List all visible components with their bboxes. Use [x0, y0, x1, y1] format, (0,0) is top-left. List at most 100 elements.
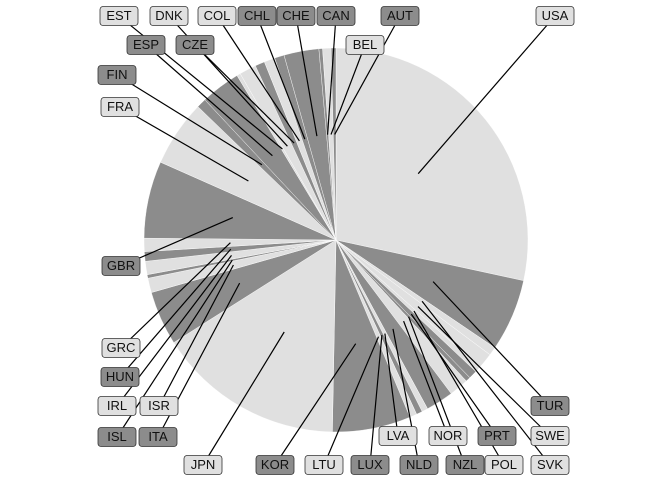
- slice-label-hun: HUN: [100, 367, 140, 387]
- leader-line-ltu: [323, 336, 380, 466]
- pie-slice-usa: [335, 47, 529, 281]
- slice-label-box: [530, 426, 570, 446]
- slice-label-svk: SVK: [530, 455, 570, 475]
- slice-label-est: EST: [99, 6, 139, 26]
- leader-line-esp: [145, 44, 273, 157]
- leader-line-lux: [369, 335, 383, 466]
- slice-label-prt: PRT: [477, 426, 517, 446]
- slice-label-grc: GRC: [101, 338, 141, 358]
- slice-label-box: [345, 35, 385, 55]
- slice-label-lux: LUX: [350, 455, 390, 475]
- slice-label-text: PRT: [484, 428, 510, 443]
- slice-label-kor: KOR: [255, 455, 295, 475]
- slice-label-text: LVA: [387, 428, 410, 443]
- slice-label-box: [428, 426, 468, 446]
- slice-label-text: EST: [106, 8, 131, 23]
- leader-line-bel: [330, 44, 366, 135]
- slice-label-text: GBR: [107, 258, 135, 273]
- slice-label-text: LUX: [357, 457, 383, 472]
- leader-line-jpn: [202, 331, 285, 466]
- slice-label-text: BEL: [353, 37, 378, 52]
- slice-label-box: [399, 455, 439, 475]
- slice-label-text: GRC: [107, 340, 136, 355]
- slice-label-box: [535, 6, 575, 26]
- slice-label-text: NLD: [406, 457, 432, 472]
- slice-label-text: FIN: [107, 67, 128, 82]
- slice-label-text: SVK: [537, 457, 563, 472]
- slice-label-box: [530, 396, 570, 416]
- slice-label-box: [255, 455, 295, 475]
- pie-slices: [143, 47, 529, 433]
- leader-line-col: [216, 15, 300, 142]
- slice-label-swe: SWE: [530, 426, 570, 446]
- slice-label-box: [445, 455, 485, 475]
- slice-label-text: CHE: [282, 8, 310, 23]
- leader-line-usa: [417, 15, 556, 175]
- slice-label-text: IRL: [107, 398, 127, 413]
- slice-label-box: [350, 455, 390, 475]
- slice-label-box: [97, 65, 137, 85]
- slice-label-text: KOR: [261, 457, 289, 472]
- slice-label-text: JPN: [191, 457, 216, 472]
- slice-label-chl: CHL: [237, 6, 277, 26]
- slice-label-text: NZL: [453, 457, 478, 472]
- slice-label-gbr: GBR: [101, 256, 141, 276]
- leader-line-cze: [194, 44, 295, 144]
- slice-label-box: [316, 6, 356, 26]
- leader-line-svk: [421, 300, 551, 466]
- slice-label-box: [100, 97, 140, 117]
- slice-label-box: [97, 427, 137, 447]
- slice-label-box: [100, 367, 140, 387]
- slice-label-bel: BEL: [345, 35, 385, 55]
- slice-label-box: [175, 35, 215, 55]
- slice-label-box: [378, 426, 418, 446]
- slice-label-irl: IRL: [97, 396, 137, 416]
- slice-label-dnk: DNK: [149, 6, 189, 26]
- leader-line-isr: [158, 264, 234, 407]
- slice-label-text: NOR: [434, 428, 463, 443]
- slice-label-text: TUR: [537, 398, 564, 413]
- leader-line-can: [327, 15, 337, 135]
- slice-label-text: LTU: [312, 457, 336, 472]
- leader-line-tur: [432, 281, 551, 407]
- slice-label-text: SWE: [535, 428, 565, 443]
- slice-label-nor: NOR: [428, 426, 468, 446]
- slice-label-text: CAN: [322, 8, 349, 23]
- slice-label-box: [139, 396, 179, 416]
- slice-label-box: [138, 427, 178, 447]
- slice-label-text: FRA: [107, 99, 133, 114]
- slice-label-box: [477, 426, 517, 446]
- slice-label-box: [484, 455, 524, 475]
- slice-label-box: [304, 455, 344, 475]
- leader-line-prt: [410, 313, 498, 437]
- slice-label-ita: ITA: [138, 427, 178, 447]
- leader-line-che: [295, 15, 318, 137]
- slice-label-cze: CZE: [175, 35, 215, 55]
- slice-label-box: [101, 338, 141, 358]
- slice-label-text: HUN: [106, 369, 134, 384]
- slice-label-tur: TUR: [530, 396, 570, 416]
- leader-line-grc: [120, 242, 231, 349]
- slice-label-text: COL: [204, 8, 231, 23]
- leader-line-swe: [417, 306, 551, 437]
- slice-label-fin: FIN: [97, 65, 137, 85]
- slice-label-usa: USA: [535, 6, 575, 26]
- slice-label-text: POL: [491, 457, 517, 472]
- slice-label-text: ITA: [148, 429, 168, 444]
- slice-label-box: [197, 6, 237, 26]
- slice-label-text: CHL: [244, 8, 270, 23]
- slice-label-box: [183, 455, 223, 475]
- slice-label-box: [380, 6, 420, 26]
- slice-label-isl: ISL: [97, 427, 137, 447]
- slice-label-box: [530, 455, 570, 475]
- slice-label-box: [126, 35, 166, 55]
- slice-label-fra: FRA: [100, 97, 140, 117]
- slice-label-ltu: LTU: [304, 455, 344, 475]
- leader-line-lva: [384, 333, 399, 437]
- slice-label-jpn: JPN: [183, 455, 223, 475]
- leader-line-nor: [403, 320, 449, 437]
- slice-label-nzl: NZL: [445, 455, 485, 475]
- slice-label-aut: AUT: [380, 6, 420, 26]
